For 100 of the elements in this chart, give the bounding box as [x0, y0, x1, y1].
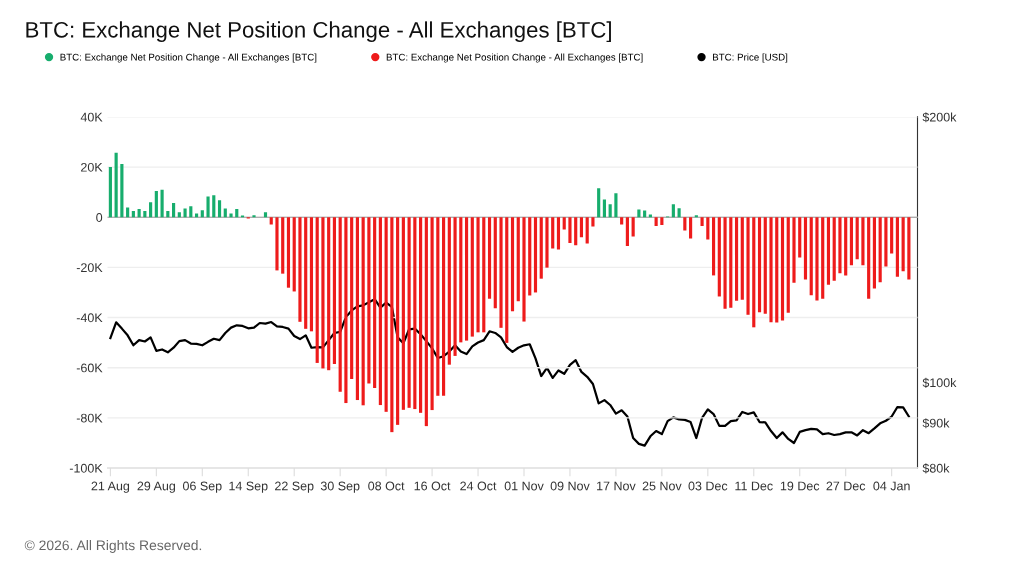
bar [809, 217, 813, 296]
bar [878, 217, 882, 283]
bar [384, 217, 388, 412]
x-tick-label: 16 Oct [414, 481, 451, 491]
bar [539, 217, 543, 279]
bar [516, 217, 520, 302]
bar [327, 217, 331, 371]
bar [591, 217, 595, 227]
bar [803, 217, 808, 280]
bar [752, 217, 756, 328]
bar [648, 214, 652, 218]
bar [775, 217, 779, 323]
bar [493, 217, 497, 309]
bar [183, 208, 187, 218]
legend-label: BTC: Price [USD] [713, 53, 788, 63]
line-series [109, 298, 910, 447]
legend-label: BTC: Exchange Net Position Change - All Exchanges [BTC] [60, 53, 317, 63]
bar [309, 217, 314, 332]
y-tick-label: -80K [76, 413, 103, 423]
x-tick-label: 17 Nov [597, 481, 636, 491]
bar [499, 217, 503, 328]
bar [442, 217, 446, 396]
bar [235, 208, 239, 218]
bar [556, 217, 561, 250]
bar [872, 217, 876, 289]
bar [562, 217, 566, 230]
x-tick-label: 03 Dec [688, 481, 728, 491]
bar [625, 217, 629, 247]
bar [217, 200, 222, 218]
chart-title: BTC: Exchange Net Position Change - All Exchanges [BTC] [26, 21, 611, 43]
x-tick-label: 04 Jan [873, 481, 910, 491]
y-tick-label: 40K [80, 112, 103, 122]
bar [172, 202, 176, 218]
bar [798, 217, 802, 258]
bar [826, 217, 831, 285]
bar [528, 217, 532, 296]
x-tick-label: 27 Dec [826, 481, 866, 491]
bar [131, 210, 135, 218]
bar [263, 212, 268, 218]
bar [637, 209, 641, 218]
bar [597, 188, 601, 218]
bar [177, 212, 181, 218]
bar [706, 217, 710, 240]
bar [838, 217, 842, 274]
bar [373, 217, 377, 389]
bar [476, 217, 480, 333]
bar [137, 208, 141, 218]
y2-tick-label: $200k [922, 112, 957, 123]
bar [505, 217, 509, 343]
bar [464, 217, 469, 341]
bar [694, 215, 698, 218]
bar [631, 217, 635, 237]
bar [344, 217, 348, 404]
y2-tick-label: $80k [922, 463, 950, 474]
bar [120, 164, 124, 218]
bar [212, 195, 216, 218]
bar [568, 217, 572, 244]
bar [424, 217, 428, 427]
x-tick-label: 09 Nov [550, 481, 590, 491]
bar [861, 217, 865, 266]
bar [890, 217, 894, 254]
bar [677, 208, 681, 218]
bar [545, 217, 549, 268]
bar [269, 217, 273, 225]
bar [533, 217, 538, 293]
bar [430, 217, 434, 411]
bar [396, 217, 400, 425]
bar [832, 217, 836, 281]
x-tick-label: 11 Dec [735, 481, 773, 491]
bar [786, 217, 790, 313]
bar [304, 217, 308, 329]
bar [407, 217, 411, 408]
y-tick-label: 0 [96, 213, 103, 222]
bar [654, 217, 658, 227]
bar [108, 167, 112, 218]
bar [189, 206, 193, 218]
legend-label: BTC: Exchange Net Position Change - All Exchanges [BTC] [386, 53, 643, 63]
bar [901, 217, 905, 272]
bar [740, 217, 744, 300]
bar [200, 210, 204, 218]
bar [378, 217, 382, 406]
bar [585, 217, 589, 244]
y-tick-label: -40K [76, 313, 103, 323]
bar [711, 217, 716, 276]
x-tick-label: 08 Oct [368, 481, 405, 491]
bar [723, 217, 727, 309]
bar [229, 213, 233, 218]
bar [574, 217, 578, 246]
x-tick-label: 25 Nov [642, 481, 682, 491]
bar [821, 217, 825, 299]
bar [223, 208, 227, 218]
x-tick-label: 22 Sep [275, 481, 314, 493]
bar [315, 217, 319, 363]
bar [763, 217, 767, 314]
y2-tick-label: $90k [922, 418, 950, 429]
bar [286, 217, 291, 288]
bar [757, 217, 762, 313]
bar [643, 210, 647, 218]
bar [436, 217, 440, 396]
bar [149, 202, 153, 218]
